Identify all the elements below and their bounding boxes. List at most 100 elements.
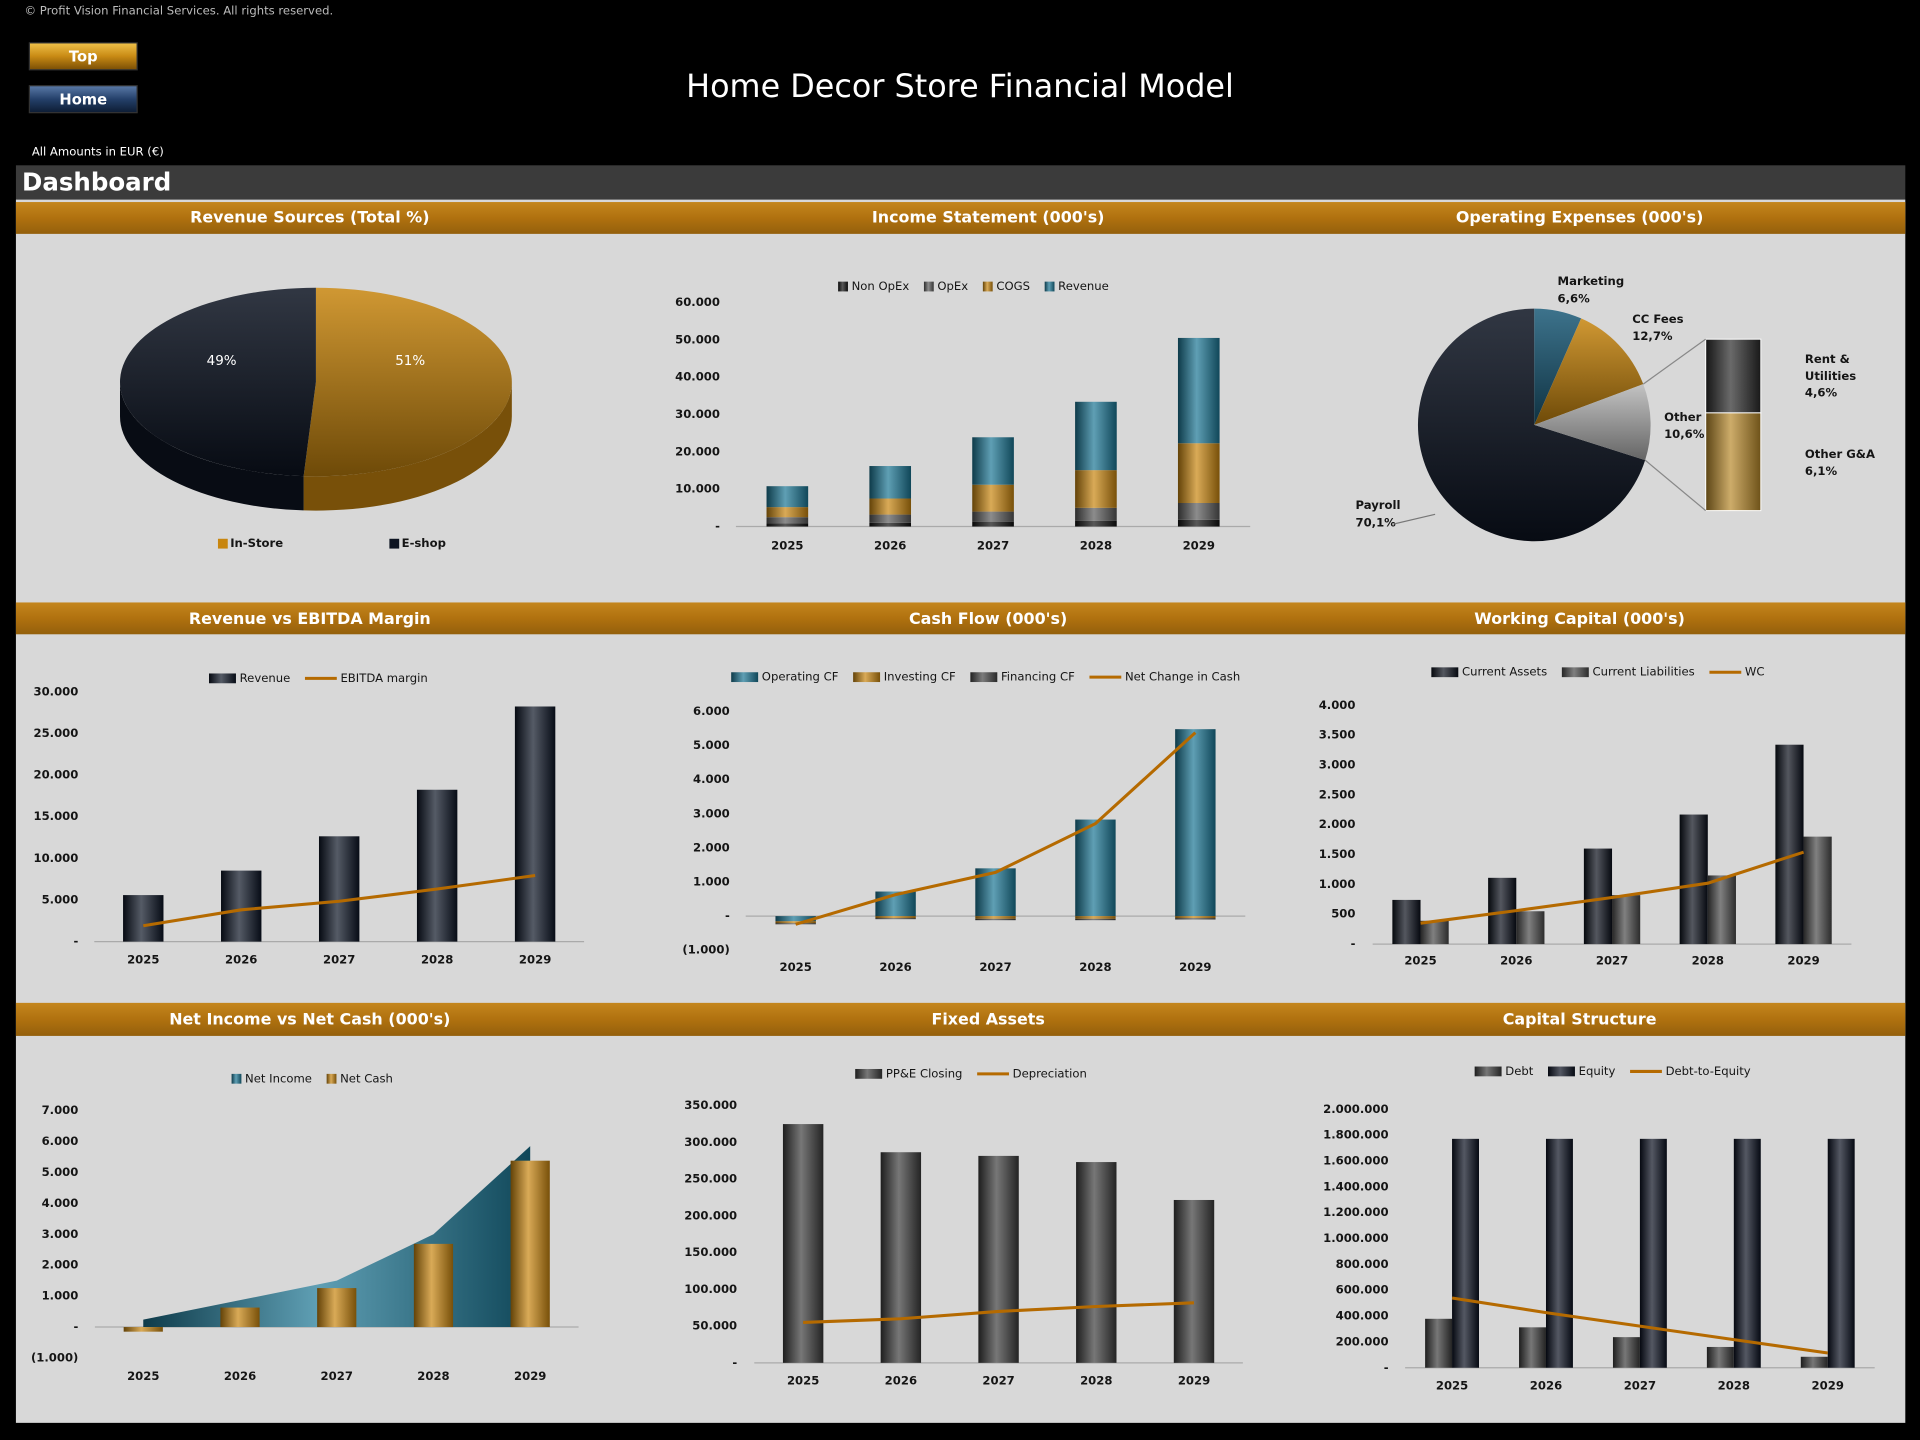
breakdown-label: 4,6% [1805,386,1838,400]
bar [1706,1346,1734,1368]
x-tick-label: 2028 [1079,960,1111,974]
button-face[interactable] [28,85,138,114]
x-tick-label: 2025 [1404,954,1436,968]
bar [869,514,912,523]
pie-side [120,382,304,511]
y-tick-label: 7.000 [42,1103,79,1117]
bar [1177,337,1220,444]
bar [1425,1318,1453,1368]
y-tick-label: 1.500 [1319,847,1356,861]
y-tick-label: - [732,1355,737,1369]
x-tick-label: 2025 [771,539,803,553]
legend-label: Equity [1579,1064,1616,1078]
bar [972,521,1014,527]
breakdown-bar [1705,412,1762,512]
x-tick-label: 2026 [1500,954,1532,968]
bar [1177,443,1220,504]
legend: Debt Equity Debt-to-Equity [1474,1064,1751,1078]
bar [972,437,1014,485]
line [1451,1296,1828,1355]
y-tick-label: 60.000 [675,295,720,309]
line [143,874,536,928]
x-tick-label: 2027 [1596,954,1628,968]
y-tick-label: 2.500 [1319,787,1356,801]
legend-swatch [1044,281,1055,292]
legend-swatch [389,538,400,549]
bar [123,1327,163,1332]
y-tick-label: 40.000 [675,370,720,384]
bar [1075,918,1116,921]
copyright: © Profit Vision Financial Services. All … [24,4,333,18]
bar [123,895,164,942]
button-label[interactable]: Top [69,49,98,66]
y-tick-label: 2.000.000 [1323,1102,1388,1116]
connector [1642,338,1707,385]
y-tick-label: 200.000 [684,1208,737,1222]
y-tick-label: 150.000 [684,1245,737,1259]
legend-swatch [217,538,228,549]
legend-label: Net Income [245,1071,312,1085]
bar [880,1152,922,1363]
legend-label: Operating CF [762,670,839,684]
pie-label: 6,6% [1558,291,1591,305]
y-tick-label: 6.000 [693,704,730,718]
legend-label: Current Assets [1462,665,1547,679]
y-tick-label: - [1384,1360,1389,1374]
pie-slice [1534,318,1644,425]
button-face[interactable] [28,42,138,71]
y-tick-label: 2.000 [1319,817,1356,831]
line [1420,850,1805,925]
bar [1827,1138,1855,1368]
legend-label: In-Store [230,536,283,550]
button-label[interactable]: Home [59,91,107,108]
legend: Current Assets Current Liabilities WC [1431,665,1765,679]
legend-swatch [231,1073,242,1084]
x-tick-label: 2029 [519,953,551,967]
bar [1075,916,1116,919]
pie-label: 49% [207,354,237,369]
legend: Net Income Net Cash [231,1071,393,1085]
y-tick-label: - [725,909,730,923]
bar [1639,1138,1667,1368]
breakdown-category: Rent & Utilities [1805,351,1856,382]
pie-slice [1534,308,1582,425]
legend: Revenue EBITDA margin [209,671,428,685]
y-tick-label: 250.000 [684,1172,737,1186]
y-tick-label: 3.000 [42,1227,79,1241]
y-tick-label: 1.000.000 [1323,1231,1388,1245]
y-tick-label: 4.000 [693,772,730,786]
bar [766,507,809,518]
y-tick-label: 5.000 [42,1165,79,1179]
home-button[interactable]: Home [28,85,138,114]
legend-swatch [982,281,993,292]
bar [1612,895,1641,945]
top-button[interactable]: Top [28,42,138,71]
bar [514,706,556,942]
bar [1075,470,1117,508]
pie-label: 10,6% [1664,427,1705,441]
chart-title: Fixed Assets [931,1010,1044,1029]
y-tick-label: 20.000 [33,768,78,782]
bar [1420,920,1449,945]
legend-swatch [1431,667,1459,678]
bar [413,1243,454,1328]
bar [1075,401,1117,471]
pie-category: Other [1664,410,1702,424]
bar [775,916,816,922]
section-bar [15,165,1906,200]
y-tick-label: 15.000 [33,809,78,823]
label-line: Rent & [1805,351,1854,365]
x-tick-label: 2029 [1183,539,1215,553]
legend-label: Current Liabilities [1592,665,1694,679]
legend-label: EBITDA margin [340,671,427,685]
bar [1392,899,1421,945]
legend-swatch [838,281,848,292]
x-tick-label: 2025 [1436,1379,1468,1393]
pie-label: 12,7% [1632,329,1673,343]
x-tick-label: 2029 [1179,960,1211,974]
bar [1612,1337,1640,1368]
legend-label: Investing CF [884,670,956,684]
legend-label: COGS [996,279,1030,293]
y-tick-label: 3.500 [1319,728,1356,742]
x-tick-label: 2028 [1080,1374,1112,1388]
